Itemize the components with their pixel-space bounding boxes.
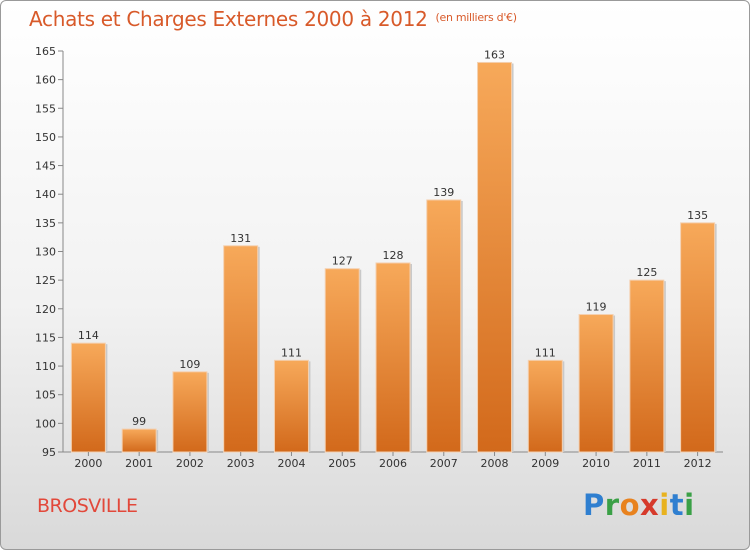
bar [680,222,716,453]
x-tick-label: 2004 [277,457,305,470]
bar-value-label: 111 [535,346,556,359]
logo-letter: i [684,488,695,522]
chart-title: Achats et Charges Externes 2000 à 2012 (e… [29,7,517,31]
y-tick-label: 165 [35,45,56,58]
x-tick-label: 2001 [125,457,153,470]
city-name: BROSVILLE [37,495,138,517]
x-tick-label: 2003 [227,457,255,470]
bar [70,342,106,453]
x-tick-label: 2008 [481,457,509,470]
bar-value-label: 139 [433,186,454,199]
x-tick-label: 2006 [379,457,407,470]
bar [578,314,614,453]
y-tick-label: 105 [35,389,56,402]
bar-value-label: 128 [383,249,404,262]
logo-letter: r [604,488,620,522]
bar [527,359,563,453]
bar [477,61,513,453]
bar [121,428,157,453]
logo-letter: x [640,488,660,522]
proxiti-logo: Proxiti [583,488,695,522]
y-tick-label: 115 [35,331,56,344]
x-tick-label: 2011 [633,457,661,470]
y-tick-label: 95 [42,446,56,459]
bar-value-label: 119 [586,301,607,314]
x-tick-label: 2007 [430,457,458,470]
bar-value-label: 114 [78,329,99,342]
y-tick-label: 145 [35,160,56,173]
chart-title-text: Achats et Charges Externes 2000 à 2012 [29,7,428,31]
bar [629,279,665,453]
bar-value-label: 135 [687,209,708,222]
x-tick-label: 2002 [176,457,204,470]
y-tick-label: 120 [35,303,56,316]
bar-value-label: 127 [332,255,353,268]
y-tick-label: 150 [35,131,56,144]
logo-letter: P [583,488,605,522]
bar-value-label: 111 [281,346,302,359]
bar-value-label: 99 [132,415,146,428]
y-tick-label: 155 [35,102,56,115]
bar [375,262,411,453]
bar [172,371,208,453]
logo-letter: t [669,488,685,522]
bar [273,359,309,453]
y-tick-label: 140 [35,188,56,201]
bar [324,268,360,453]
bar [223,245,259,453]
y-tick-label: 125 [35,274,56,287]
y-tick-label: 160 [35,74,56,87]
y-tick-label: 130 [35,246,56,259]
bar-value-label: 131 [230,232,251,245]
logo-letter: i [659,488,670,522]
x-tick-label: 2009 [531,457,559,470]
chart-unit: (en milliers d'€) [435,11,517,24]
bar-value-label: 163 [484,48,505,61]
bar-value-label: 109 [179,358,200,371]
y-tick-label: 100 [35,417,56,430]
x-tick-label: 2000 [74,457,102,470]
x-tick-label: 2012 [684,457,712,470]
y-tick-label: 135 [35,217,56,230]
bar [426,199,462,453]
x-tick-label: 2005 [328,457,356,470]
y-tick-label: 110 [35,360,56,373]
x-tick-label: 2010 [582,457,610,470]
bar-value-label: 125 [636,266,657,279]
logo-letter: o [619,488,641,522]
